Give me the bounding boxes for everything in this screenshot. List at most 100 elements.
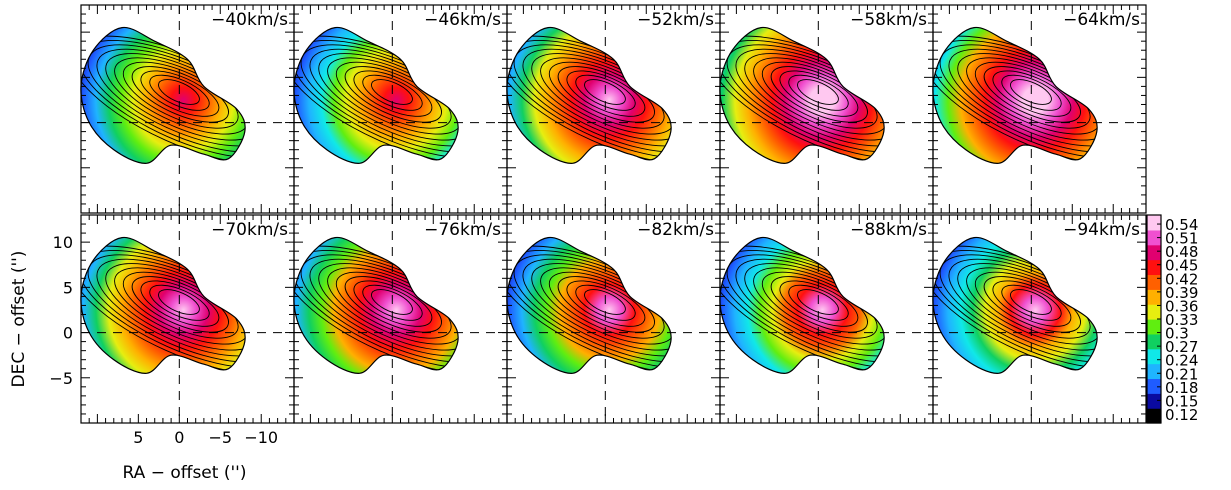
colorbar-tick-label: 0.42 bbox=[1165, 270, 1198, 288]
contour-line bbox=[584, 79, 626, 105]
x-tick-label: −5 bbox=[208, 428, 232, 447]
colorbar-segment bbox=[1147, 378, 1161, 394]
contour-line bbox=[957, 263, 1098, 351]
contour-line bbox=[149, 74, 210, 111]
colorbar-segment bbox=[1147, 259, 1161, 276]
colorbar-segment bbox=[1147, 289, 1161, 305]
contour-line bbox=[983, 66, 1081, 123]
contour-line bbox=[327, 267, 459, 345]
contour-line bbox=[957, 53, 1098, 141]
channel-panel: −58km/s bbox=[719, 4, 934, 214]
contour-line bbox=[105, 263, 246, 351]
velocity-label: −58km/s bbox=[850, 10, 927, 30]
colorbar-segment bbox=[1147, 319, 1161, 335]
contour-line bbox=[105, 53, 246, 141]
channel-panel: −64km/s bbox=[932, 4, 1147, 214]
contour-line bbox=[753, 267, 885, 345]
colorbar-segment bbox=[1147, 348, 1161, 365]
contour-line bbox=[131, 66, 229, 123]
contour-line bbox=[779, 280, 859, 327]
colorbar-tick-label: 0.12 bbox=[1165, 406, 1198, 424]
panel-grid: −40km/s −46km/s −52km/s −58km/s −64km/s −70km… bbox=[80, 4, 1147, 424]
x-tick-label: −10 bbox=[244, 428, 278, 447]
emission-map bbox=[80, 26, 246, 164]
velocity-label: −88km/s bbox=[850, 220, 927, 240]
channel-panel: −94km/s bbox=[932, 214, 1147, 424]
colorbar-segment bbox=[1147, 244, 1161, 261]
contour-line bbox=[122, 61, 239, 129]
colorbar-segment bbox=[1147, 393, 1161, 409]
colorbar-tick-label: 0.54 bbox=[1165, 216, 1198, 234]
contour-line bbox=[158, 79, 200, 105]
contour-line bbox=[1010, 79, 1052, 105]
x-tick-label: 0 bbox=[174, 428, 184, 447]
contour-line bbox=[557, 66, 655, 123]
contour-line bbox=[992, 280, 1072, 327]
contour-line bbox=[540, 57, 672, 135]
colorbar-tick-label: 0.27 bbox=[1165, 338, 1198, 356]
contour-line bbox=[140, 280, 220, 327]
colorbar-tick-label: 0.39 bbox=[1165, 284, 1198, 302]
contour-line bbox=[327, 57, 459, 135]
contour-line bbox=[362, 74, 423, 111]
emission-map bbox=[293, 26, 459, 164]
velocity-label: −82km/s bbox=[637, 220, 714, 240]
contour-line bbox=[788, 284, 849, 321]
contour-line bbox=[744, 53, 885, 141]
contour-line bbox=[584, 289, 626, 315]
velocity-label: −94km/s bbox=[1063, 220, 1140, 240]
contour-line bbox=[779, 70, 859, 117]
colorbar-tick-label: 0.18 bbox=[1165, 379, 1198, 397]
emission-map bbox=[719, 26, 885, 164]
contour-line bbox=[983, 276, 1081, 333]
contour-line bbox=[114, 57, 246, 135]
channel-panel: −70km/s bbox=[80, 214, 295, 424]
channel-panel: −82km/s bbox=[506, 214, 721, 424]
x-tick-label: 5 bbox=[133, 428, 143, 447]
contour-line bbox=[557, 276, 655, 333]
contour-line bbox=[114, 267, 246, 345]
x-axis-title: RA − offset ('') bbox=[123, 463, 247, 483]
contour-line bbox=[788, 74, 849, 111]
y-tick-label: 10 bbox=[53, 233, 73, 252]
colorbar-segment bbox=[1147, 215, 1161, 231]
contour-line bbox=[770, 66, 868, 123]
contour-line bbox=[797, 289, 839, 315]
contour-line bbox=[575, 74, 636, 111]
contour-line bbox=[548, 61, 665, 129]
colorbar-tick-label: 0.3 bbox=[1165, 325, 1189, 343]
emission-map bbox=[932, 26, 1098, 164]
emission-map bbox=[932, 236, 1098, 374]
emission-map bbox=[80, 236, 246, 374]
contour-line bbox=[770, 276, 868, 333]
velocity-label: −64km/s bbox=[1063, 10, 1140, 30]
contour-line bbox=[140, 70, 220, 117]
contour-line bbox=[371, 289, 413, 315]
contour-line bbox=[1001, 74, 1062, 111]
contour-line bbox=[966, 57, 1098, 135]
contour-line bbox=[797, 79, 839, 105]
contour-line bbox=[344, 276, 442, 333]
emission-map bbox=[293, 236, 459, 374]
contour-line bbox=[1010, 289, 1052, 315]
colorbar-tick-label: 0.15 bbox=[1165, 392, 1198, 410]
velocity-label: −70km/s bbox=[211, 220, 288, 240]
contour-line bbox=[353, 280, 433, 327]
colorbar-tick-label: 0.24 bbox=[1165, 352, 1198, 370]
contour-line bbox=[158, 289, 200, 315]
contour-line bbox=[318, 53, 459, 141]
axis-annotations: 10 5 0 −5 5 0 −5 −10 RA − offset ('') DEC − offse… bbox=[9, 233, 278, 483]
emission-map bbox=[506, 236, 672, 374]
y-tick-label: 5 bbox=[63, 278, 73, 297]
colorbar-tick-label: 0.21 bbox=[1165, 365, 1198, 383]
contour-line bbox=[753, 57, 885, 135]
contour-line bbox=[540, 267, 672, 345]
contour-line bbox=[966, 267, 1098, 345]
channel-panel: −88km/s bbox=[719, 214, 934, 424]
contour-line bbox=[744, 263, 885, 351]
contour-line bbox=[131, 276, 229, 333]
contour-line bbox=[122, 271, 239, 339]
contour-line bbox=[149, 284, 210, 321]
colorbar-segment bbox=[1147, 333, 1161, 350]
y-tick-label: 0 bbox=[63, 324, 73, 343]
